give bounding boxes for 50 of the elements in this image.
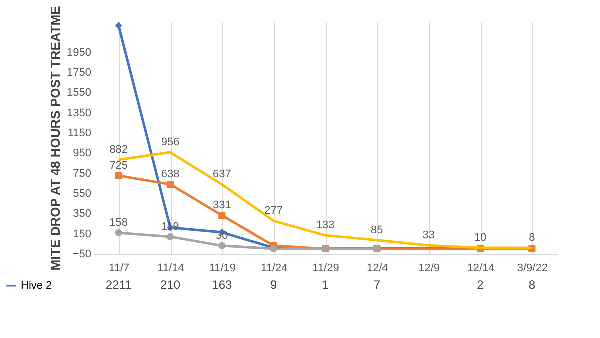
data-label: 882	[110, 144, 128, 156]
y-tick-label: 1750	[67, 66, 92, 79]
y-tick-label: −50	[72, 248, 92, 260]
x-tick-label: 12/4	[366, 262, 388, 274]
x-tick-label: 11/29	[312, 262, 340, 274]
data-label: 9	[270, 278, 278, 292]
y-tick-label: 550	[73, 188, 92, 200]
x-tick-label: 12/9	[418, 262, 440, 274]
x-tick-label: 3/9/22	[517, 262, 548, 274]
data-label: 163	[212, 278, 232, 292]
point	[218, 212, 226, 220]
x-tick-label: 11/7	[109, 262, 130, 274]
x-tick-label: 11/19	[209, 262, 236, 274]
data-label: 277	[264, 205, 284, 218]
x-tick-label: 11/14	[158, 262, 184, 274]
data-label: 158	[110, 217, 128, 230]
y-axis-title: MITE DROP AT 48 HOURS POST TREATME	[48, 6, 64, 271]
data-label: 10	[474, 232, 487, 244]
point	[115, 22, 122, 30]
data-label: 210	[160, 278, 181, 292]
y-tick-label: 950	[73, 148, 92, 160]
y-tick-label: 750	[73, 168, 92, 180]
y-tick-label: 1550	[67, 87, 92, 100]
data-label: 331	[212, 200, 232, 212]
data-label: 7	[374, 278, 381, 292]
y-tick-label: 1950	[67, 46, 92, 59]
data-label: 33	[422, 230, 435, 242]
data-label: 85	[371, 224, 384, 236]
data-label: 2211	[106, 278, 132, 292]
y-tick-label: 150	[73, 228, 92, 240]
data-label: 637	[212, 168, 232, 181]
point	[166, 233, 174, 240]
y-tick-label: 350	[73, 208, 92, 220]
point	[115, 229, 122, 237]
x-tick-label: 12/14	[467, 262, 495, 274]
point	[218, 242, 226, 250]
point	[166, 181, 174, 188]
data-label: 2	[477, 278, 484, 292]
data-label: 8	[529, 232, 536, 244]
data-label: 725	[110, 160, 128, 172]
legend-label: Hive 2	[21, 280, 52, 292]
x-tick-label: 11/24	[260, 262, 288, 274]
y-tick-label: 1150	[68, 127, 92, 140]
data-label: 8	[528, 278, 536, 292]
data-label: 1	[322, 278, 330, 292]
data-label: 133	[316, 220, 335, 232]
data-label: 638	[161, 168, 180, 181]
data-label: 956	[161, 136, 180, 149]
y-tick-label: 1350	[67, 107, 92, 120]
point	[115, 172, 122, 180]
